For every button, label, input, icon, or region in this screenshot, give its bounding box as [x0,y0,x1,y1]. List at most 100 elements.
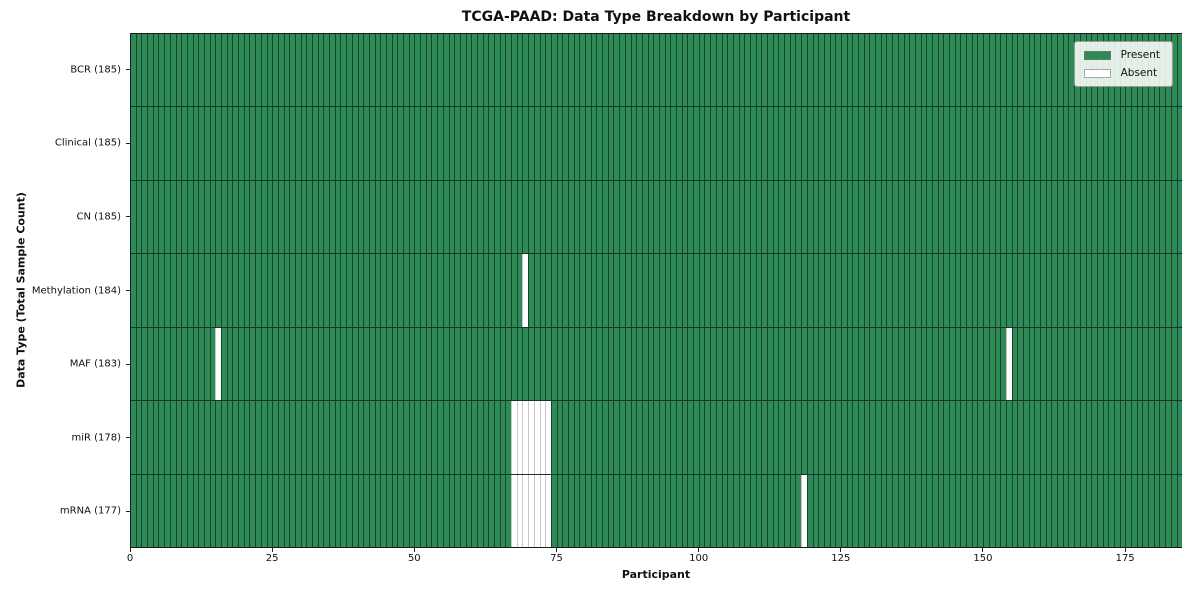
present-cell [255,327,261,401]
present-cell [1085,180,1092,254]
present-cell [266,34,273,107]
present-cell [698,254,705,327]
present-cell [545,327,551,401]
present-cell [448,474,455,547]
present-cell [590,180,597,254]
present-cell [539,34,546,107]
present-cell [710,180,716,254]
present-cell [192,327,199,401]
present-cell [1017,327,1023,401]
present-cell [653,180,659,254]
present-cell [203,254,210,327]
present-cell [835,34,841,107]
present-cell [175,180,182,254]
present-cell [272,401,278,474]
x-tick-label: 75 [550,553,563,564]
present-cell [408,34,415,107]
present-cell [476,327,483,401]
present-cell [840,327,847,401]
present-cell [744,401,750,474]
present-cell [181,107,187,180]
present-cell [306,34,312,107]
present-cell [1074,327,1080,401]
present-cell [209,107,216,180]
present-cell [397,180,403,254]
present-cell [471,474,477,547]
present-cell [454,327,460,401]
present-cell [425,327,432,401]
present-cell [317,401,324,474]
present-cell [505,474,512,547]
present-cell [1136,107,1143,180]
present-cell [693,254,699,327]
present-cell [1153,107,1160,180]
present-cell [152,474,159,547]
present-cell [226,327,233,401]
present-cell [681,180,688,254]
present-cell [926,327,932,401]
present-cell [403,180,409,254]
present-cell [431,254,438,327]
present-cell [1051,327,1058,401]
present-cell [880,34,887,107]
present-cell [858,474,864,547]
present-cell [795,107,802,180]
present-cell [346,180,352,254]
present-cell [334,107,341,180]
present-cell [511,254,517,327]
present-cell [880,107,887,180]
present-cell [886,107,893,180]
present-cell [454,107,460,180]
present-cell [687,254,694,327]
present-cell [949,401,955,474]
present-cell [152,327,159,401]
present-cell [909,107,915,180]
present-cell [653,474,659,547]
present-cell [340,327,347,401]
present-cell [579,34,585,107]
present-cell [300,180,307,254]
present-cell [676,401,682,474]
present-cell [812,107,819,180]
present-cell [641,401,648,474]
present-cell [567,180,574,254]
present-cell [1062,327,1069,401]
present-cell [215,254,221,327]
present-cell [977,401,984,474]
present-cell [238,34,244,107]
present-cell [602,327,608,401]
present-cell [852,34,858,107]
present-cell [607,34,614,107]
present-cell [516,254,523,327]
present-cell [937,401,944,474]
present-cell [812,401,819,474]
present-cell [920,254,927,327]
present-cell [186,254,193,327]
present-cell [954,34,961,107]
present-cell [687,401,694,474]
present-cell [249,254,256,327]
present-cell [636,327,642,401]
absent-cell [533,401,540,474]
present-cell [641,180,648,254]
present-cell [806,474,813,547]
present-cell [835,107,841,180]
present-cell [459,474,466,547]
present-cell [1011,180,1018,254]
present-cell [260,254,267,327]
heatmap-row-methylation [131,253,1183,327]
present-cell [164,254,170,327]
present-cell [949,254,955,327]
present-cell [277,107,284,180]
present-cell [738,327,745,401]
present-cell [630,474,637,547]
present-cell [351,180,358,254]
present-cell [801,254,807,327]
present-cell [920,34,927,107]
present-cell [283,34,290,107]
present-cell [761,327,767,401]
present-cell [573,107,580,180]
present-cell [1102,474,1109,547]
present-cell [681,327,688,401]
present-cell [630,327,637,401]
